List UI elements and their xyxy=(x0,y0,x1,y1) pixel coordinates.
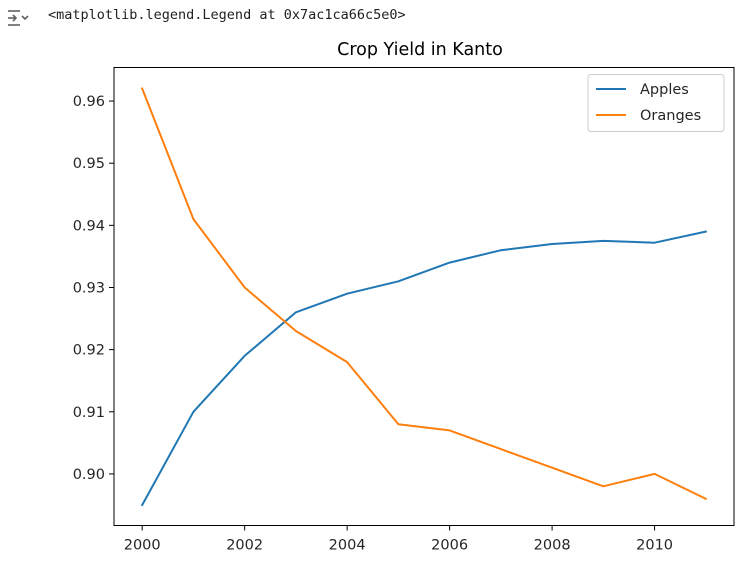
y-tick-label: 0.90 xyxy=(73,467,105,483)
x-tick-label: 2002 xyxy=(226,538,263,554)
series-line-apples xyxy=(140,230,707,507)
output-collapse-icon[interactable] xyxy=(6,6,30,28)
chart-title: Crop Yield in Kanto xyxy=(337,40,503,60)
legend: Apples Oranges xyxy=(587,74,725,132)
legend-label-apples: Apples xyxy=(640,82,689,98)
x-tick-label: 2010 xyxy=(636,538,673,554)
y-axis: 0.90 0.91 0.92 0.93 0.94 0.95 0.96 xyxy=(73,94,114,483)
y-tick-label: 0.92 xyxy=(73,343,105,359)
legend-label-oranges: Oranges xyxy=(640,108,701,124)
line-chart: Crop Yield in Kanto 2000 2002 2004 2006 2008… xyxy=(73,40,735,554)
chart-lines xyxy=(140,87,708,507)
plot-frame xyxy=(113,67,735,526)
y-tick-label: 0.93 xyxy=(73,280,105,296)
x-tick-label: 2008 xyxy=(534,538,571,554)
x-tick-label: 2006 xyxy=(431,538,468,554)
output-repr-text: <matplotlib.legend.Legend at 0x7ac1ca66c… xyxy=(48,7,406,23)
x-tick-label: 2000 xyxy=(124,538,161,554)
y-tick-label: 0.96 xyxy=(73,94,105,110)
series-line-oranges xyxy=(140,87,708,501)
cell-output-row: <matplotlib.legend.Legend at 0x7ac1ca66c… xyxy=(0,0,750,34)
x-axis: 2000 2002 2004 2006 2008 2010 xyxy=(124,525,673,554)
y-tick-label: 0.91 xyxy=(73,405,105,421)
y-tick-label: 0.95 xyxy=(73,156,105,172)
x-tick-label: 2004 xyxy=(329,538,366,554)
y-tick-label: 0.94 xyxy=(73,218,105,234)
